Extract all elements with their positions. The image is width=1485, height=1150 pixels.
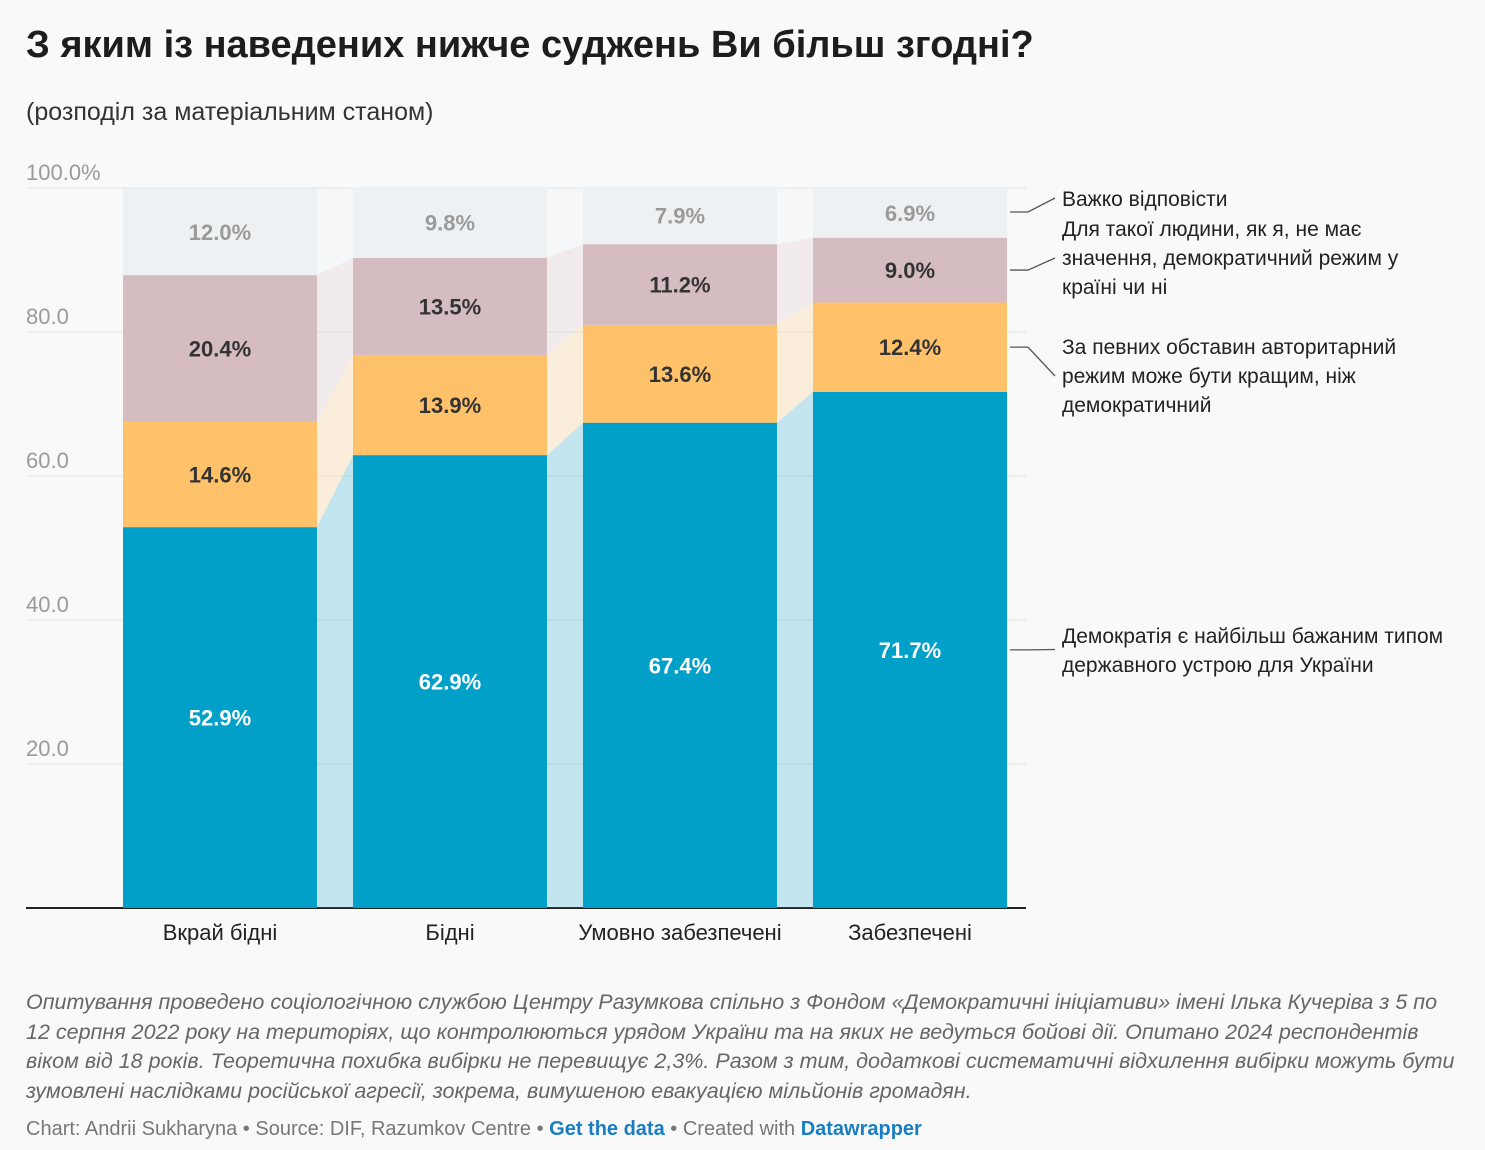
legend-leader-line <box>1010 257 1056 271</box>
bar-segment <box>123 275 317 422</box>
datawrapper-link[interactable]: Datawrapper <box>800 1118 922 1140</box>
category-label: Вкрай бідні <box>163 920 278 945</box>
legend-label: Для такої людини, як я, не має <box>1062 218 1362 241</box>
data-label: 67.4% <box>649 653 711 678</box>
connector-band <box>547 422 583 908</box>
data-label: 7.9% <box>655 204 705 229</box>
data-label: 71.7% <box>879 638 941 663</box>
bar-segment <box>123 422 317 528</box>
bar-segment <box>353 355 547 456</box>
legend-label: Важко відповісти <box>1062 188 1227 211</box>
legend-label: країні чи ні <box>1062 276 1167 299</box>
connector-band <box>777 237 813 325</box>
legend-label: Демократія є найбільш бажаним типом <box>1062 625 1443 648</box>
data-label: 9.8% <box>425 211 475 236</box>
connector-band <box>317 257 353 422</box>
bar-segment <box>583 422 777 908</box>
connector-band <box>317 187 353 276</box>
y-tick-label: 80.0 <box>26 304 69 329</box>
bar-segment <box>813 237 1007 303</box>
bar-segment <box>123 188 317 276</box>
legend-label: демократичний <box>1062 394 1211 417</box>
bar-segment <box>813 302 1007 392</box>
bar-segment <box>353 187 547 258</box>
chart-subtitle: (розподіл за матеріальним станом) <box>26 98 434 126</box>
data-label: 14.6% <box>189 463 251 488</box>
data-label: 20.4% <box>189 337 251 362</box>
stacked-bar-chart: 100.0% 80.0 60.0 40.0 20.0 52.9% 14.6% 20.4% 12… <box>26 160 1443 945</box>
connector-band <box>317 455 353 908</box>
data-source: Source: DIF, Razumkov Centre <box>255 1118 532 1140</box>
data-label: 12.4% <box>879 335 941 360</box>
methodology-note: Опитування проведено соціологічною служб… <box>26 990 1455 1103</box>
category-label: Бідні <box>425 920 474 945</box>
bar-segment <box>583 187 777 245</box>
bar-segment <box>813 391 1007 908</box>
legend-label: державного устрою для України <box>1062 654 1374 677</box>
data-label: 6.9% <box>885 201 935 226</box>
connector-band <box>317 355 353 528</box>
data-label: 13.6% <box>649 362 711 387</box>
bar-segment <box>353 257 547 356</box>
chart-title: З яким із наведених нижче суджень Ви біл… <box>26 24 1034 66</box>
created-with-text: Created with <box>682 1118 796 1140</box>
y-tick-label: 40.0 <box>26 592 69 617</box>
y-tick-label: 100.0% <box>26 160 101 185</box>
y-tick-label: 60.0 <box>26 448 69 473</box>
footer-separator: • <box>531 1118 550 1140</box>
category-label: Умовно забезпечені <box>578 920 781 945</box>
footer-separator: • <box>237 1118 256 1140</box>
bar-segment <box>583 324 777 423</box>
chart-footer: Chart: Andrii Sukharyna • Source: DIF, R… <box>26 1118 922 1141</box>
chart-credit: Chart: Andrii Sukharyna <box>26 1118 238 1140</box>
legend-label: значення, демократичний режим у <box>1062 247 1399 270</box>
legend-leader-line <box>1010 346 1056 377</box>
connector-band <box>777 391 813 908</box>
connector-band <box>777 302 813 423</box>
bar-segment <box>123 527 317 908</box>
connector-band <box>547 187 583 258</box>
y-tick-label: 20.0 <box>26 736 69 761</box>
data-label: 9.0% <box>885 258 935 283</box>
legend-label: За певних обставин авторитарний <box>1062 336 1396 359</box>
data-label: 12.0% <box>189 220 251 245</box>
legend-leader-line <box>1010 197 1056 213</box>
bar-segment <box>353 455 547 908</box>
data-label: 13.9% <box>419 393 481 418</box>
connector-band <box>547 244 583 356</box>
legend-label: режим може бути кращим, ніж <box>1062 365 1356 388</box>
bar-segment <box>813 188 1007 238</box>
category-label: Забезпечені <box>848 920 972 945</box>
connector-band <box>547 324 583 456</box>
data-label: 52.9% <box>189 706 251 731</box>
get-the-data-link[interactable]: Get the data <box>549 1118 665 1140</box>
data-label: 62.9% <box>419 670 481 695</box>
data-label: 13.5% <box>419 294 481 319</box>
footer-separator: • <box>664 1118 683 1140</box>
bar-segment <box>583 244 777 325</box>
connector-band <box>777 187 813 245</box>
data-label: 11.2% <box>649 272 710 297</box>
